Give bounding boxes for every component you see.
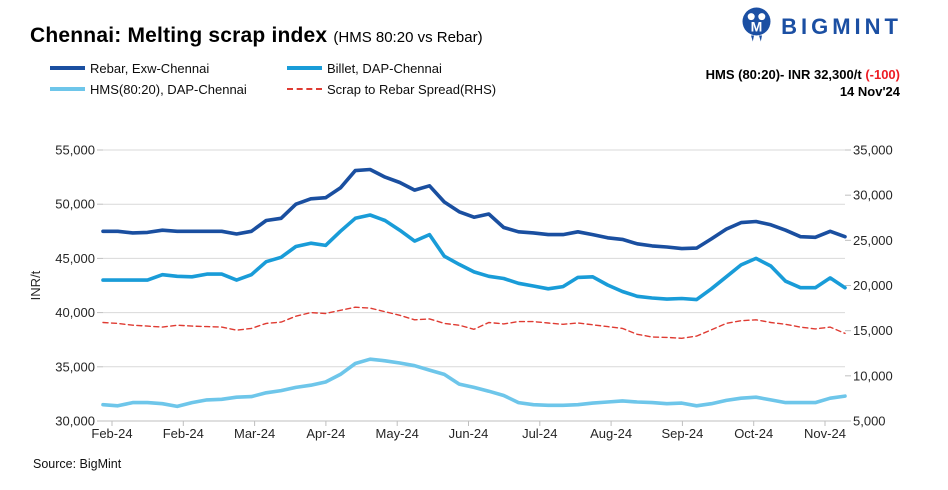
source-note: Source: BigMint <box>33 457 122 471</box>
svg-text:Mar-24: Mar-24 <box>234 426 275 441</box>
x-axis-labels: Feb-24 Feb-24 Mar-24 Apr-24 May-24 Jun-24 Jul-… <box>91 421 846 441</box>
svg-text:25,000: 25,000 <box>853 233 893 248</box>
svg-text:15,000: 15,000 <box>853 323 893 338</box>
svg-text:30,000: 30,000 <box>55 414 95 429</box>
legend-swatch-rebar <box>50 66 85 70</box>
y-axis-title: INR/t <box>28 270 43 300</box>
brand-logo: M BIGMINT <box>741 6 902 48</box>
svg-text:45,000: 45,000 <box>55 251 95 266</box>
chart-title: Chennai: Melting scrap index <box>30 24 328 47</box>
series-line-hms-80-20-dap-chennai <box>101 357 847 409</box>
price-line: HMS (80:20)- INR 32,300/t (-100) <box>706 66 900 83</box>
svg-text:5,000: 5,000 <box>853 414 886 429</box>
series-line-scrap-to-rebar-spread-rhs <box>102 306 846 339</box>
legend-label-billet: Billet, DAP-Chennai <box>327 60 442 76</box>
y-axis-right-labels: 35,000 30,000 25,000 20,000 15,000 10,000 5,00… <box>853 143 893 429</box>
legend-item-rebar: Rebar, Exw-Chennai <box>50 60 209 76</box>
legend-label-hms: HMS(80:20), DAP-Chennai <box>90 81 247 97</box>
series-line-rebar-exw-chennai <box>101 167 847 251</box>
svg-text:Oct-24: Oct-24 <box>734 426 773 441</box>
price-date: 14 Nov'24 <box>839 84 900 99</box>
svg-text:Feb-24: Feb-24 <box>91 426 132 441</box>
svg-text:Nov-24: Nov-24 <box>804 426 846 441</box>
legend-swatch-billet <box>287 66 322 70</box>
gridlines <box>97 149 851 422</box>
svg-text:INR/t: INR/t <box>28 270 43 300</box>
svg-text:Jun-24: Jun-24 <box>449 426 489 441</box>
svg-text:May-24: May-24 <box>376 426 419 441</box>
svg-text:35,000: 35,000 <box>853 143 893 158</box>
svg-text:Sep-24: Sep-24 <box>661 426 703 441</box>
svg-text:50,000: 50,000 <box>55 197 95 212</box>
legend-item-billet: Billet, DAP-Chennai <box>287 60 442 76</box>
brand-name: BIGMINT <box>781 14 902 39</box>
page-title: Chennai: Melting scrap index (HMS 80:20 … <box>30 24 483 48</box>
svg-text:40,000: 40,000 <box>55 305 95 320</box>
legend-label-spread: Scrap to Rebar Spread(RHS) <box>327 81 497 97</box>
series-line-billet-dap-chennai <box>101 213 847 302</box>
legend-swatch-hms <box>50 87 85 91</box>
svg-text:Feb-24: Feb-24 <box>163 426 204 441</box>
legend-item-spread: Scrap to Rebar Spread(RHS) <box>287 81 496 97</box>
legend-label-rebar: Rebar, Exw-Chennai <box>90 60 210 76</box>
svg-text:55,000: 55,000 <box>55 143 95 158</box>
price-label: HMS (80:20)- INR 32,300/t <box>705 67 862 82</box>
svg-text:30,000: 30,000 <box>853 188 893 203</box>
chart-subtitle: (HMS 80:20 vs Rebar) <box>333 29 483 46</box>
y-axis-left-labels: 55,000 50,000 45,000 40,000 35,000 30,000 <box>55 143 95 429</box>
svg-text:Jul-24: Jul-24 <box>522 426 557 441</box>
svg-text:10,000: 10,000 <box>853 368 893 383</box>
price-change: (-100) <box>865 67 900 82</box>
legend-item-hms: HMS(80:20), DAP-Chennai <box>50 81 247 97</box>
price-annotation: HMS (80:20)- INR 32,300/t (-100) 14 Nov'… <box>706 66 900 100</box>
svg-text:Aug-24: Aug-24 <box>590 426 632 441</box>
svg-text:20,000: 20,000 <box>853 278 893 293</box>
svg-text:35,000: 35,000 <box>55 359 95 374</box>
svg-text:M: M <box>751 19 763 35</box>
bigmint-logo-icon: M <box>741 6 772 48</box>
svg-text:Apr-24: Apr-24 <box>306 426 345 441</box>
legend-swatch-spread <box>287 88 322 90</box>
